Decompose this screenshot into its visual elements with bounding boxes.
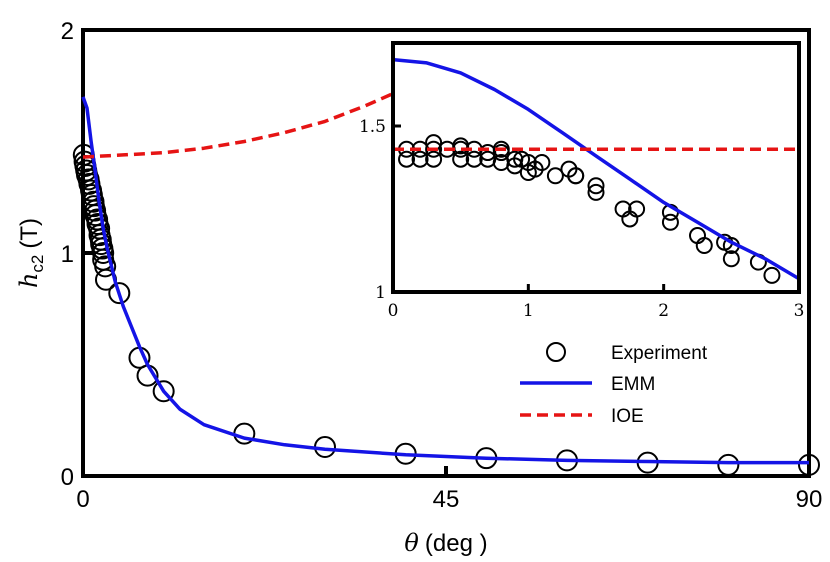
x-tick-label: 0 — [76, 486, 89, 513]
y-tick-label: 2 — [61, 18, 74, 45]
experiment-point — [425, 140, 443, 158]
experiment-point — [717, 453, 740, 476]
emm-line — [392, 57, 800, 281]
legend-label-emm: EMM — [611, 374, 655, 395]
legend-label-ioe: IOE — [611, 406, 644, 427]
y-axis-unit: (T) — [16, 218, 43, 249]
y-tick-label: 1 — [61, 241, 74, 268]
ioe-line — [82, 64, 447, 159]
inset-x-tick-label: 1 — [523, 301, 534, 321]
experiment-point — [411, 150, 429, 168]
experiment-point — [567, 167, 585, 185]
experiment-point — [92, 242, 115, 264]
experiment-point — [628, 200, 646, 218]
x-tick-label: 90 — [796, 486, 823, 513]
inset-plot: 0 1 2 311.5 — [359, 41, 804, 321]
experiment-point — [546, 167, 564, 185]
inset-plot-frame — [391, 41, 801, 294]
experiment-point — [108, 282, 131, 305]
experiment-point — [763, 266, 781, 284]
experiment-point — [695, 237, 713, 255]
legend-item-experiment: Experiment — [546, 342, 708, 364]
legend-item-emm: EMM — [520, 374, 655, 395]
x-tick-label: 45 — [433, 486, 460, 513]
legend-label-experiment: Experiment — [611, 343, 708, 364]
y-axis-symbol: h — [15, 273, 43, 288]
experiment-point — [798, 453, 820, 476]
legend-circle-icon — [546, 342, 566, 362]
inset-ticks — [391, 124, 801, 294]
inset-x-tick-label: 2 — [658, 301, 669, 321]
legend: Experiment EMM IOE — [520, 342, 708, 427]
experiment-point — [722, 250, 740, 268]
inset-tick-labels: 0 1 2 311.5 — [359, 117, 804, 321]
experiment-point — [492, 144, 510, 162]
legend-item-ioe: IOE — [520, 406, 644, 427]
experiment-point — [533, 154, 551, 172]
experiment-point — [152, 380, 175, 403]
inset-y-tick-label: 1 — [375, 283, 386, 303]
experiment-point — [398, 150, 416, 168]
x-axis-symbol: θ — [404, 529, 419, 557]
y-tick-label: 0 — [61, 464, 74, 491]
inset-y-tick-label: 1.5 — [359, 117, 386, 137]
experiment-point — [452, 150, 470, 168]
experiment-point — [587, 183, 605, 201]
experiment-point — [94, 255, 117, 278]
experiment-point — [425, 150, 443, 168]
experiment-point — [587, 177, 605, 195]
main-series — [72, 64, 820, 476]
inset-series — [392, 57, 800, 284]
x-axis-unit: (deg ) — [425, 530, 488, 557]
experiment-point — [661, 213, 679, 231]
y-axis-subscript: c2 — [28, 255, 47, 273]
y-axis-label: hc2 (T) — [15, 218, 47, 288]
inset-x-tick-label: 0 — [388, 301, 399, 321]
experiment-point — [465, 150, 483, 168]
inset-x-tick-label: 3 — [794, 301, 805, 321]
emm-line — [81, 96, 809, 465]
x-axis-label: θ (deg ) — [404, 529, 487, 557]
